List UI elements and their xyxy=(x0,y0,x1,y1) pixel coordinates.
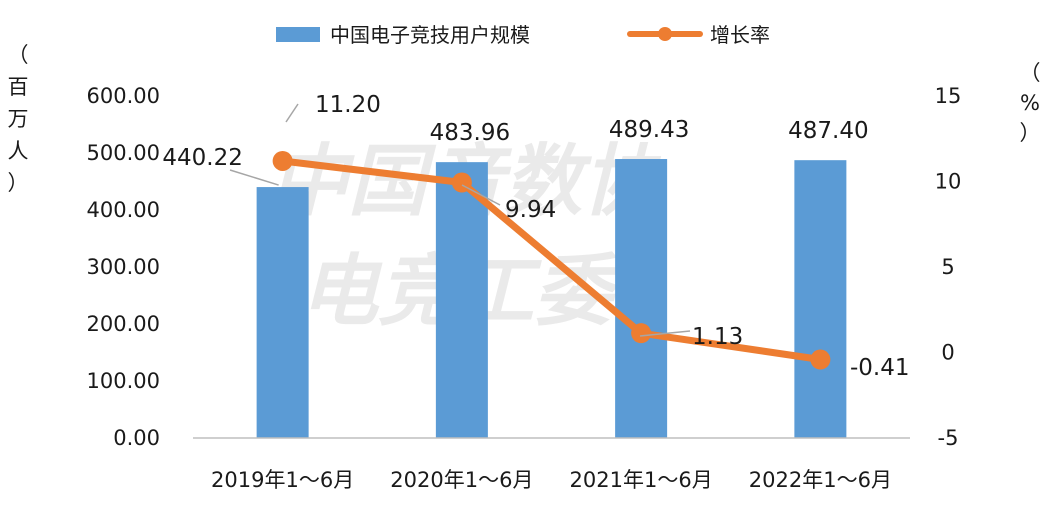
line-data-label: -0.41 xyxy=(850,355,910,381)
left-axis: 0.00 100.00 200.00 300.00 400.00 500.00 600.00… xyxy=(8,43,161,450)
left-tick-label: 0.00 xyxy=(113,426,160,450)
right-axis: -5 0 5 10 15 （% ） xyxy=(935,61,1041,450)
bar xyxy=(615,159,668,438)
line-data-label: 11.20 xyxy=(315,92,381,118)
left-tick-label: 500.00 xyxy=(87,141,160,165)
left-tick-label: 300.00 xyxy=(87,255,160,279)
x-tick-label: 2021年1～6月 xyxy=(570,468,713,492)
bar-series: 440.22 483.96 489.43 487.40 xyxy=(162,117,869,438)
legend-marker-line xyxy=(658,27,672,41)
right-tick-label: 10 xyxy=(935,170,962,194)
line-series: 11.20 9.94 1.13 -0.41 xyxy=(272,92,910,381)
left-axis-unit-char: （ xyxy=(8,43,29,67)
legend-label-bar: 中国电子竞技用户规模 xyxy=(330,23,530,47)
line-data-label: 1.13 xyxy=(692,324,743,350)
x-axis: 2019年1～6月 2020年1～6月 2021年1～6月 2022年1～6月 xyxy=(193,437,910,492)
legend: 中国电子竞技用户规模 增长率 xyxy=(276,23,770,47)
bar xyxy=(794,160,847,438)
bar-data-label: 489.43 xyxy=(609,117,689,143)
legend-swatch-bar xyxy=(276,27,320,42)
bar-data-label: 440.22 xyxy=(162,145,242,171)
left-axis-unit-char: 万 xyxy=(8,107,29,131)
x-tick-label: 2019年1～6月 xyxy=(211,468,354,492)
left-tick-label: 100.00 xyxy=(87,369,160,393)
line-label-leader xyxy=(639,330,691,337)
x-tick-label: 2022年1～6月 xyxy=(749,468,892,492)
right-axis-unit-char: （ xyxy=(1020,61,1041,85)
line-data-label: 9.94 xyxy=(505,197,556,223)
x-tick-label: 2020年1～6月 xyxy=(390,468,533,492)
right-axis-unit-char: ） xyxy=(1020,121,1041,145)
legend-label-line: 增长率 xyxy=(710,23,770,47)
line-label-leader xyxy=(461,184,501,206)
right-tick-label: -5 xyxy=(938,426,959,450)
bar-label-leader xyxy=(229,169,279,186)
right-axis-unit-char: % xyxy=(1020,91,1040,115)
line-label-leader xyxy=(285,103,299,123)
line-point xyxy=(810,349,831,370)
line-point xyxy=(451,172,472,193)
left-tick-label: 600.00 xyxy=(87,84,160,108)
bar-data-label: 487.40 xyxy=(788,118,868,144)
bar xyxy=(256,187,309,438)
right-tick-label: 0 xyxy=(941,341,954,365)
left-tick-label: 400.00 xyxy=(87,198,160,222)
line-path xyxy=(279,157,824,364)
bar-data-label: 483.96 xyxy=(430,120,510,146)
right-tick-label: 5 xyxy=(941,255,954,279)
left-axis-unit-char: 人 xyxy=(8,139,29,163)
left-axis-unit-char: 百 xyxy=(8,75,29,99)
right-tick-label: 15 xyxy=(935,84,962,108)
left-axis-unit-char: ） xyxy=(8,171,29,195)
line-point xyxy=(272,150,293,171)
bar xyxy=(435,162,488,438)
line-point xyxy=(631,323,652,344)
left-tick-label: 200.00 xyxy=(87,312,160,336)
